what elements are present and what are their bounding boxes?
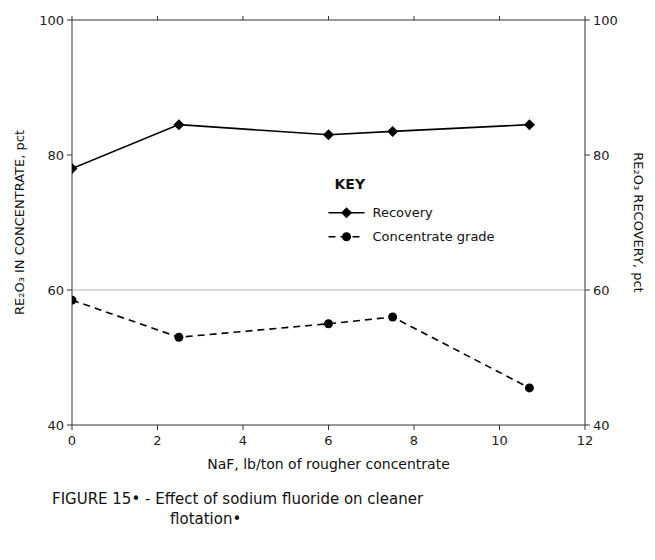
plot-area (72, 119, 585, 392)
y-tick (67, 155, 72, 156)
y-tick (67, 20, 72, 21)
x-tick-label: 10 (491, 433, 508, 448)
caption: FIGURE 15• - Effect of sodium fluoride o… (52, 490, 424, 508)
x-tick (499, 425, 500, 430)
series-line (72, 125, 529, 169)
y-tick-label: 100 (39, 13, 64, 28)
y-axis-label: RE₂O₃ IN CONCENTRATE, pct (12, 130, 27, 315)
data-point (525, 383, 534, 392)
data-point (72, 163, 78, 174)
data-point (388, 313, 397, 322)
y2-tick-label: 80 (593, 148, 610, 163)
data-point (323, 129, 334, 140)
data-point (173, 119, 184, 130)
reference-line (72, 290, 585, 291)
data-point (174, 333, 183, 342)
x-tick (328, 425, 329, 430)
data-point (72, 296, 77, 305)
y-tick (67, 425, 72, 426)
x-tick-label: 4 (239, 433, 247, 448)
y-tick-label: 80 (47, 148, 64, 163)
y-tick (67, 290, 72, 291)
legend-title: KEY (335, 176, 366, 192)
y2-tick (585, 20, 590, 21)
y2-tick (585, 290, 590, 291)
x-axis-label: NaF, lb/ton of rougher concentrate (207, 456, 450, 472)
x-tick (243, 425, 244, 430)
y2-axis-label: RE₂O₃ RECOVERY, pct (631, 152, 646, 292)
series-line (72, 300, 529, 388)
y-tick-label: 40 (47, 418, 64, 433)
x-tick (414, 425, 415, 430)
y2-tick (585, 155, 590, 156)
data-point (524, 119, 535, 130)
caption: flotation• (170, 510, 241, 528)
legend-marker (341, 207, 352, 218)
x-tick-label: 0 (68, 433, 76, 448)
x-tick-top (328, 16, 329, 20)
x-tick-label: 6 (324, 433, 332, 448)
y2-tick-label: 60 (593, 283, 610, 298)
x-tick-label: 12 (577, 433, 594, 448)
chart: 024681012406080100406080100NaF, lb/ton o… (0, 0, 655, 560)
x-tick-top (243, 16, 244, 20)
x-tick-top (414, 16, 415, 20)
x-tick-top (499, 16, 500, 20)
data-point (324, 319, 333, 328)
data-point (387, 126, 398, 137)
x-tick (157, 425, 158, 430)
y2-tick-label: 40 (593, 418, 610, 433)
legend-label: Recovery (373, 205, 434, 220)
x-tick-top (157, 16, 158, 20)
y2-tick-label: 100 (593, 13, 618, 28)
x-tick (585, 425, 586, 430)
x-tick-top (585, 16, 586, 20)
legend-marker (342, 232, 351, 241)
legend: KEY Recovery Concentrate grade (329, 176, 495, 245)
x-tick (72, 425, 73, 430)
plot-frame (72, 20, 585, 425)
x-tick-label: 2 (153, 433, 161, 448)
x-tick-label: 8 (410, 433, 418, 448)
legend-label: Concentrate grade (373, 229, 495, 244)
background (0, 0, 655, 560)
y-tick-label: 60 (47, 283, 64, 298)
x-tick-top (72, 16, 73, 20)
y2-tick (585, 425, 590, 426)
